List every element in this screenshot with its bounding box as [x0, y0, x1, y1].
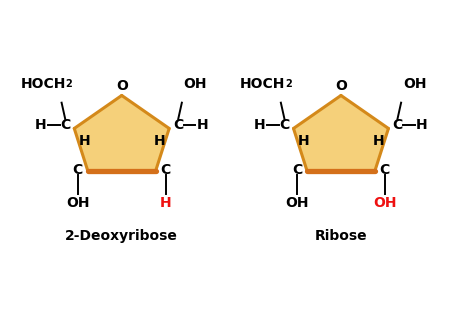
- Text: O: O: [335, 80, 347, 93]
- Text: H: H: [254, 118, 266, 132]
- Text: OH: OH: [403, 77, 427, 91]
- Text: 2-Deoxyribose: 2-Deoxyribose: [65, 229, 178, 242]
- Text: H: H: [154, 134, 165, 148]
- Text: C: C: [73, 163, 83, 176]
- Text: HOCH: HOCH: [21, 77, 66, 91]
- Text: H: H: [35, 118, 46, 132]
- Text: 2: 2: [285, 79, 292, 89]
- Text: Ribose: Ribose: [315, 229, 367, 242]
- Text: HOCH: HOCH: [240, 77, 285, 91]
- Text: H: H: [197, 118, 209, 132]
- Text: H: H: [160, 195, 172, 210]
- Text: C: C: [60, 118, 70, 132]
- Text: OH: OH: [285, 195, 309, 210]
- Polygon shape: [74, 95, 169, 171]
- Text: H: H: [373, 134, 384, 148]
- Text: C: C: [380, 163, 390, 176]
- Text: OH: OH: [66, 195, 90, 210]
- Text: C: C: [392, 118, 402, 132]
- Text: 2: 2: [66, 79, 73, 89]
- Text: C: C: [160, 163, 171, 176]
- Text: C: C: [173, 118, 183, 132]
- Text: H: H: [78, 134, 90, 148]
- Text: OH: OH: [373, 195, 397, 210]
- Polygon shape: [293, 95, 388, 171]
- Text: OH: OH: [183, 77, 207, 91]
- Text: O: O: [116, 80, 128, 93]
- Text: H: H: [298, 134, 309, 148]
- Text: H: H: [416, 118, 428, 132]
- Text: C: C: [279, 118, 290, 132]
- Text: C: C: [292, 163, 302, 176]
